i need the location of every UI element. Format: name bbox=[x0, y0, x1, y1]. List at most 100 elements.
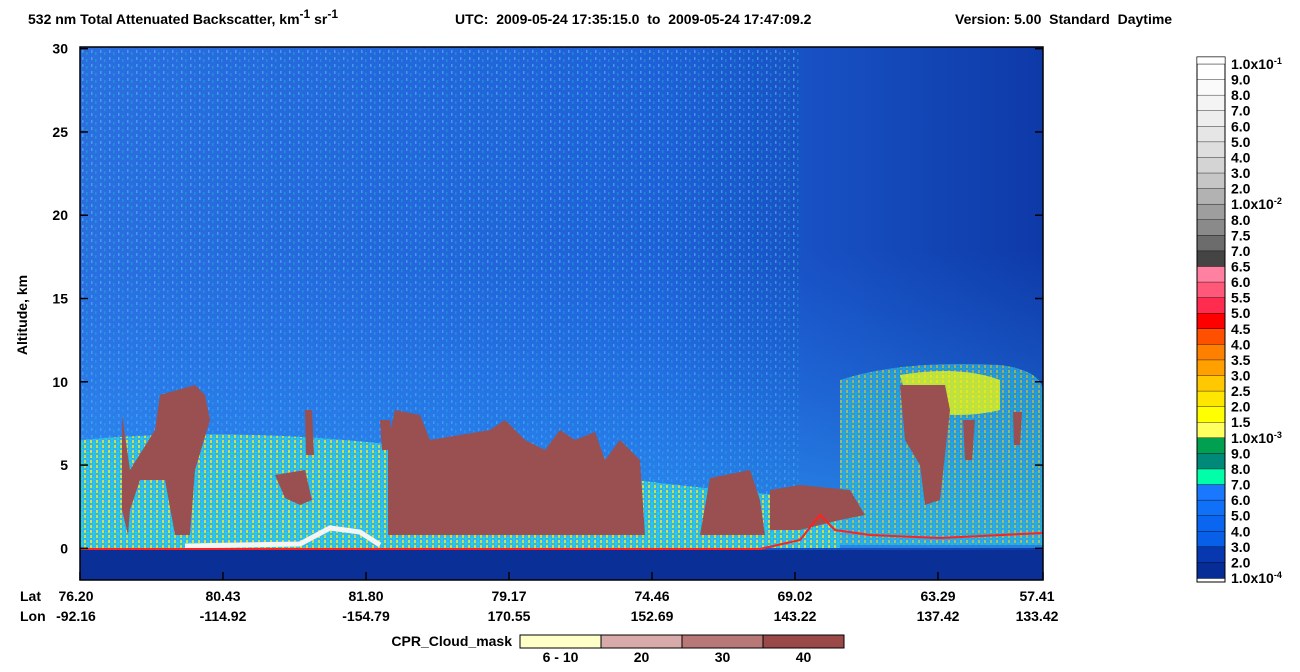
colorbar-swatch bbox=[1196, 79, 1226, 96]
colorbar-label-exponent: -2 bbox=[1274, 196, 1282, 206]
colorbar-label: 7.0 bbox=[1231, 477, 1251, 493]
colorbar-label: 7.0 bbox=[1231, 103, 1251, 119]
cloud-mask-swatch bbox=[681, 634, 764, 649]
colorbar-swatch bbox=[1196, 250, 1226, 268]
colorbar-label-base: 1.0x10 bbox=[1231, 430, 1274, 446]
colorbar-label-exponent: -4 bbox=[1274, 570, 1282, 580]
surface-return bbox=[184, 525, 382, 549]
chart-title: 532 nm Total Attenuated Backscatter, km-… bbox=[28, 7, 338, 27]
colorbar-label: 9.0 bbox=[1231, 445, 1251, 461]
lat-label: 76.20 bbox=[58, 588, 93, 604]
y-tick-label: 20 bbox=[52, 207, 68, 223]
colorbar-swatch bbox=[1196, 141, 1226, 159]
cloud-mask-label: 6 - 10 bbox=[543, 649, 579, 665]
colorbar-swatch bbox=[1196, 110, 1226, 128]
colorbar-swatch bbox=[1196, 515, 1226, 532]
cloud-mask-label: 30 bbox=[715, 649, 731, 665]
colorbar-swatch bbox=[1196, 235, 1226, 252]
colorbar-label: 3.0 bbox=[1231, 368, 1251, 384]
colorbar-swatch bbox=[1196, 266, 1226, 283]
colorbar-label-exponent: -1 bbox=[1274, 56, 1282, 66]
colorbar-label: 4.0 bbox=[1231, 336, 1251, 352]
colorbar-label-base: 1.0x10 bbox=[1231, 196, 1274, 212]
y-tick-label: 0 bbox=[60, 540, 68, 556]
colorbar-swatch bbox=[1196, 157, 1226, 174]
cloud-mask-swatch bbox=[600, 634, 683, 649]
colorbar-swatch bbox=[1196, 188, 1226, 205]
colorbar-label: 5.0 bbox=[1231, 134, 1251, 150]
colorbar-label: 2.0 bbox=[1231, 399, 1251, 415]
colorbar-swatch bbox=[1196, 126, 1226, 143]
lon-label: -114.92 bbox=[200, 608, 247, 624]
version: Version: 5.00 Standard Daytime bbox=[955, 11, 1172, 27]
colorbar-label: 7.5 bbox=[1231, 227, 1251, 243]
colorbar-label: 9.0 bbox=[1231, 72, 1251, 88]
cloud-mask-swatch bbox=[762, 634, 845, 649]
x-row-label: Lat bbox=[20, 588, 41, 604]
colorbar-swatch bbox=[1196, 422, 1226, 439]
lon-label: -154.79 bbox=[342, 608, 390, 624]
y-tick-label: 30 bbox=[52, 41, 68, 57]
colorbar-label: 1.5 bbox=[1231, 414, 1251, 430]
colorbar-label: 7.0 bbox=[1231, 243, 1251, 259]
colorbar-swatch bbox=[1196, 453, 1226, 470]
colorbar-swatch bbox=[1196, 94, 1226, 112]
y-axis-label: Altitude, km bbox=[14, 275, 30, 355]
colorbar-label: 2.0 bbox=[1231, 181, 1251, 197]
colorbar-label: 8.0 bbox=[1231, 212, 1251, 228]
lat-label: 57.41 bbox=[1019, 588, 1054, 604]
colorbar-label: 5.5 bbox=[1231, 290, 1251, 306]
title-exponent: -1 bbox=[300, 7, 311, 21]
colorbar-swatch bbox=[1196, 203, 1226, 221]
colorbar-swatch bbox=[1196, 468, 1226, 486]
backscatter-image bbox=[80, 47, 1044, 580]
cloud-mask-swatch bbox=[519, 634, 602, 649]
colorbar-label: 1.0x10-3 bbox=[1231, 430, 1282, 446]
lat-label: 63.29 bbox=[920, 588, 955, 604]
colorbar-swatch bbox=[1196, 172, 1226, 190]
colorbar-swatch bbox=[1196, 281, 1226, 299]
cloud-mask-label: 20 bbox=[634, 649, 650, 665]
lon-label: 137.42 bbox=[917, 608, 960, 624]
colorbar-label: 1.0x10-1 bbox=[1231, 56, 1282, 72]
colorbar-label: 1.0x10-4 bbox=[1231, 570, 1282, 586]
plot-frame bbox=[79, 46, 1044, 581]
lat-label: 80.43 bbox=[205, 588, 240, 604]
lat-label: 74.46 bbox=[634, 588, 669, 604]
colorbar-label: 8.0 bbox=[1231, 461, 1251, 477]
colorbar-swatch bbox=[1196, 359, 1226, 377]
colorbar-label: 6.0 bbox=[1231, 118, 1251, 134]
colorbar-label: 1.0x10-2 bbox=[1231, 196, 1282, 212]
colorbar-swatch bbox=[1196, 313, 1226, 330]
cloud-mask-title: CPR_Cloud_mask bbox=[391, 633, 512, 649]
colorbar-label-base: 1.0x10 bbox=[1231, 570, 1274, 586]
colorbar-swatch bbox=[1196, 531, 1226, 548]
lon-label: 170.55 bbox=[488, 608, 531, 624]
colorbar-swatch bbox=[1196, 328, 1226, 346]
colorbar-swatch bbox=[1196, 562, 1226, 579]
colorbar-swatch bbox=[1196, 390, 1226, 408]
colorbar-swatch bbox=[1196, 219, 1226, 237]
colorbar-label: 3.5 bbox=[1231, 352, 1251, 368]
colorbar-label: 3.0 bbox=[1231, 539, 1251, 555]
y-tick-label: 10 bbox=[52, 374, 68, 390]
colorbar-label: 4.5 bbox=[1231, 321, 1251, 337]
colorbar-label: 6.0 bbox=[1231, 492, 1251, 508]
subsurface bbox=[80, 550, 1043, 580]
colorbar-swatch bbox=[1196, 484, 1226, 501]
colorbar-label: 6.5 bbox=[1231, 258, 1251, 274]
lon-label: 133.42 bbox=[1016, 608, 1059, 624]
cloud-mask-label: 40 bbox=[796, 649, 812, 665]
x-row-label: Lon bbox=[20, 608, 46, 624]
lon-label: 152.69 bbox=[631, 608, 674, 624]
colorbar-label-base: 1.0x10 bbox=[1231, 56, 1274, 72]
colorbar-label: 6.0 bbox=[1231, 274, 1251, 290]
colorbar-label: 4.0 bbox=[1231, 149, 1251, 165]
cloud-mask-shapes bbox=[122, 385, 1022, 535]
colorbar-swatch bbox=[1196, 375, 1226, 392]
surface-line bbox=[80, 513, 1044, 550]
colorbar-swatch bbox=[1196, 297, 1226, 314]
colorbar-swatch bbox=[1196, 546, 1226, 564]
